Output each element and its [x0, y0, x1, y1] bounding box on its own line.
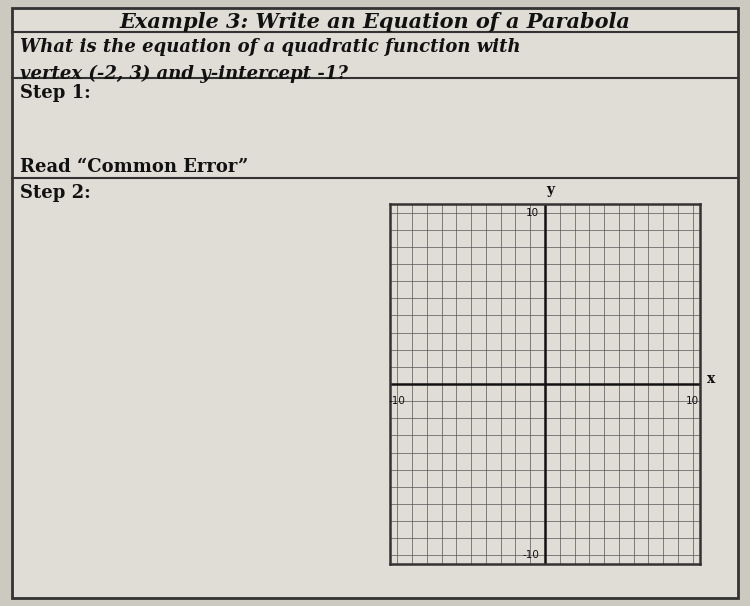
Text: Example 3: Write an Equation of a Parabola: Example 3: Write an Equation of a Parabo…	[119, 12, 631, 32]
FancyBboxPatch shape	[12, 8, 738, 598]
Text: Read “Common Error”: Read “Common Error”	[20, 158, 248, 176]
Text: Step 2:: Step 2:	[20, 184, 91, 202]
Text: -10: -10	[389, 396, 406, 406]
Text: 10: 10	[526, 208, 539, 218]
Text: x: x	[707, 372, 716, 386]
Text: y: y	[546, 183, 554, 197]
Text: -10: -10	[522, 550, 539, 561]
Text: 10: 10	[686, 396, 699, 406]
Text: Step 1:: Step 1:	[20, 84, 91, 102]
Text: What is the equation of a quadratic function with
vertex (-2, 3) and y-intercept: What is the equation of a quadratic func…	[20, 38, 520, 83]
